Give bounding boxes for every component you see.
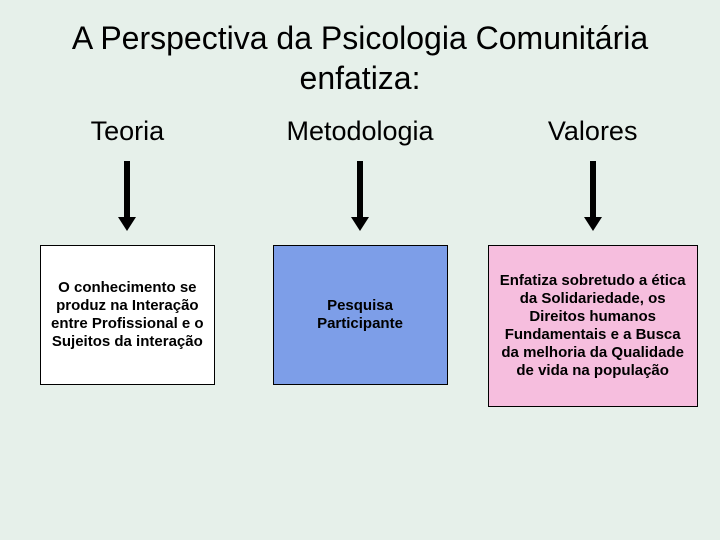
columns-row: Teoria O conhecimento se produz na Inter… (20, 116, 700, 407)
arrow-down-icon (351, 161, 369, 231)
box-teoria: O conhecimento se produz na Interação en… (40, 245, 215, 385)
slide: A Perspectiva da Psicologia Comunitária … (0, 0, 720, 540)
slide-title: A Perspectiva da Psicologia Comunitária … (20, 18, 700, 98)
box-metodologia: Pesquisa Participante (273, 245, 448, 385)
box-valores: Enfatiza sobretudo a ética da Solidaried… (488, 245, 698, 407)
heading-metodologia: Metodologia (286, 116, 433, 147)
box-valores-text: Enfatiza sobretudo a ética da Solidaried… (495, 272, 691, 380)
arrow-down-icon (118, 161, 136, 231)
heading-teoria: Teoria (91, 116, 165, 147)
column-metodologia: Metodologia Pesquisa Participante (253, 116, 468, 407)
column-valores: Valores Enfatiza sobretudo a ética da So… (485, 116, 700, 407)
arrow-down-icon (584, 161, 602, 231)
column-teoria: Teoria O conhecimento se produz na Inter… (20, 116, 235, 407)
box-teoria-text: O conhecimento se produz na Interação en… (47, 279, 208, 351)
box-metodologia-text: Pesquisa Participante (298, 297, 423, 333)
heading-valores: Valores (548, 116, 638, 147)
